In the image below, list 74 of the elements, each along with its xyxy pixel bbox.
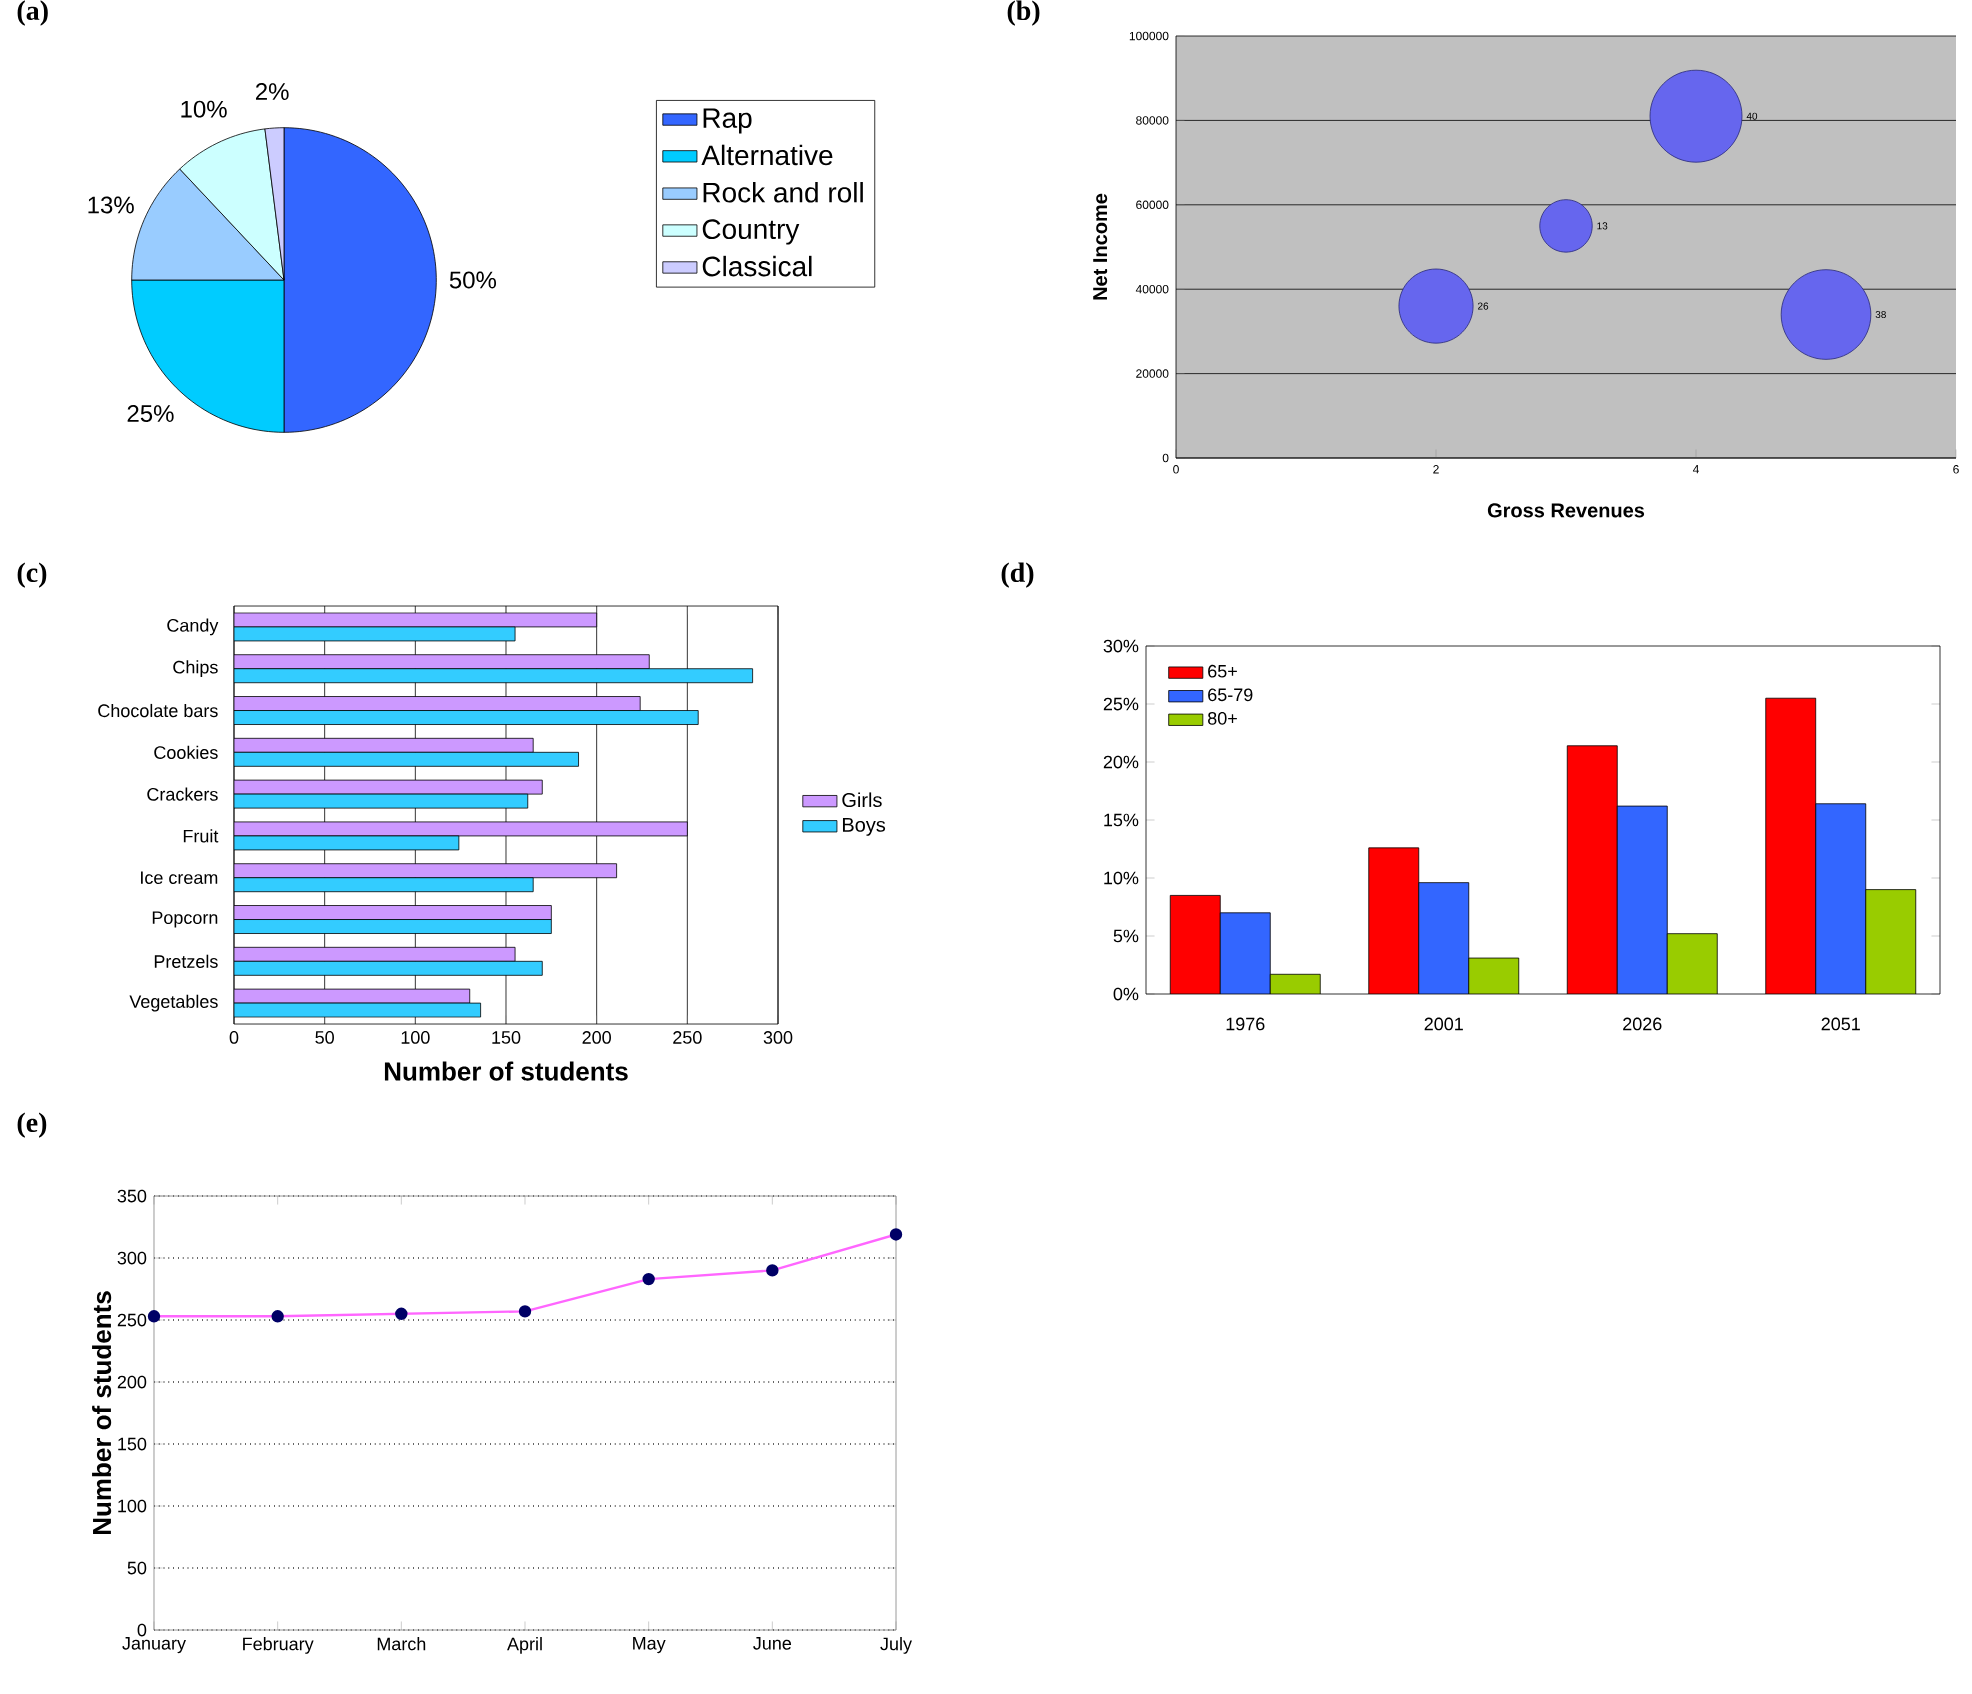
x-tick-label: 2026 <box>1623 1017 1662 1031</box>
y-tick-label: 0 <box>137 1623 147 1637</box>
legend-label: Rock and roll <box>703 181 863 203</box>
y-axis-title: Net Income <box>1093 193 1108 300</box>
y-tick-label: Chips <box>173 660 218 678</box>
bar <box>1666 933 1718 995</box>
x-tick-label: 50 <box>315 1031 334 1044</box>
x-tick-label: June <box>753 1637 792 1650</box>
bar <box>234 960 543 976</box>
bar <box>234 710 699 725</box>
bar <box>1865 889 1917 995</box>
chart-title: (b) <box>1007 0 1040 26</box>
legend-label: 65+ <box>1208 664 1237 678</box>
x-tick-label: May <box>633 1637 666 1654</box>
chart-title: (d) <box>1001 562 1034 588</box>
y-tick-label: 250 <box>117 1313 147 1327</box>
x-tick-label: July <box>880 1637 912 1654</box>
y-tick-label: 15% <box>1104 813 1139 827</box>
y-tick-label: 0% <box>1113 987 1139 1001</box>
x-tick-label: 150 <box>492 1031 521 1044</box>
y-tick-label: 20% <box>1103 755 1139 769</box>
data-label: 2% <box>255 83 289 100</box>
data-label: 50% <box>449 271 497 289</box>
y-tick-label: 25% <box>1103 697 1139 711</box>
legend-label: Boys <box>842 817 886 836</box>
x-axis-title: Number of students <box>384 1061 628 1081</box>
legend-label: Alternative <box>701 144 833 166</box>
data-label: 13% <box>88 196 134 214</box>
y-tick-label: Crackers <box>147 787 218 801</box>
y-tick-label: 100 <box>118 1499 147 1513</box>
y-tick-label: 300 <box>117 1251 147 1265</box>
x-tick-label: 300 <box>763 1031 793 1044</box>
x-tick-label: 2051 <box>1821 1017 1860 1031</box>
y-tick-label: Popcorn <box>152 911 218 928</box>
y-tick-label: 5% <box>1113 929 1139 943</box>
y-tick-label: Candy <box>167 618 219 636</box>
bar <box>234 877 534 893</box>
chart-title: (e) <box>17 1112 47 1138</box>
x-tick-label: 100 <box>401 1031 430 1044</box>
y-tick-label: 150 <box>118 1437 147 1451</box>
legend-label: 80+ <box>1208 711 1237 725</box>
bar <box>234 668 754 684</box>
legend-label: Girls <box>842 792 882 808</box>
bar <box>1468 957 1520 995</box>
y-tick-label: 30% <box>1103 639 1139 653</box>
chart-title: (c) <box>17 562 47 588</box>
y-tick-label: Chocolate bars <box>98 703 218 718</box>
chart-title: (a) <box>17 0 48 26</box>
legend-label: Classical <box>702 255 812 277</box>
y-tick-label: 10% <box>1104 871 1139 885</box>
y-tick-label: Pretzels <box>154 954 218 968</box>
x-tick-label: March <box>377 1637 426 1651</box>
y-tick-label: 350 <box>117 1189 147 1203</box>
y-tick-label: 50 <box>127 1561 147 1575</box>
y-tick-label: Ice cream <box>141 871 218 885</box>
x-tick-label: 200 <box>582 1031 611 1044</box>
y-tick-label: Vegetables <box>129 994 218 1012</box>
legend-label: Country <box>702 219 800 245</box>
x-tick-label: April <box>507 1637 542 1654</box>
x-tick-label: 2001 <box>1424 1017 1463 1031</box>
y-tick-label: Cookies <box>154 745 218 759</box>
x-tick-label: 1976 <box>1226 1017 1265 1031</box>
y-axis-title: Number of students <box>92 1291 112 1535</box>
x-tick-label: February <box>243 1637 314 1654</box>
y-tick-label: Fruit <box>183 829 219 843</box>
x-tick-label: 0 <box>229 1031 239 1044</box>
legend-label: 65-79 <box>1208 688 1253 702</box>
x-axis-title: Gross Revenues <box>1487 503 1645 518</box>
y-tick-label: 200 <box>117 1375 147 1389</box>
bar <box>234 919 552 934</box>
x-tick-label: 250 <box>673 1031 702 1044</box>
x-tick-label: January <box>122 1637 186 1654</box>
legend-label: Rap <box>703 108 752 134</box>
bar <box>234 751 579 767</box>
